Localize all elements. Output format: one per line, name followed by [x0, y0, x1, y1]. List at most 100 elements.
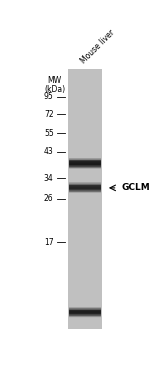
Bar	[69, 185, 101, 186]
Bar	[69, 186, 101, 187]
Bar	[68, 69, 102, 329]
Bar	[69, 168, 101, 169]
Bar	[69, 187, 101, 188]
Text: 55: 55	[44, 128, 54, 138]
Bar	[69, 160, 101, 161]
Text: MW
(kDa): MW (kDa)	[44, 75, 65, 94]
Bar	[69, 186, 101, 187]
Bar	[69, 159, 101, 160]
Bar	[69, 308, 101, 309]
Bar	[69, 189, 101, 190]
Bar	[69, 184, 101, 185]
Bar	[69, 160, 101, 161]
Bar	[69, 158, 101, 159]
Bar	[69, 158, 101, 159]
Bar	[69, 159, 101, 160]
Bar	[69, 164, 101, 165]
Bar	[69, 167, 101, 168]
Bar	[69, 164, 101, 165]
Bar	[69, 307, 101, 308]
Bar	[69, 307, 101, 308]
Bar	[69, 191, 101, 192]
Bar	[69, 160, 101, 161]
Bar	[69, 314, 101, 315]
Bar	[69, 165, 101, 166]
Bar	[69, 190, 101, 191]
Text: 34: 34	[44, 174, 54, 183]
Bar	[69, 309, 101, 310]
Bar	[69, 164, 101, 165]
Bar	[69, 309, 101, 310]
Text: 17: 17	[44, 238, 54, 247]
Bar	[69, 163, 101, 164]
Text: 72: 72	[44, 110, 54, 119]
Bar	[69, 189, 101, 190]
Bar	[69, 161, 101, 162]
Bar	[69, 183, 101, 184]
Text: Mouse liver: Mouse liver	[79, 28, 116, 66]
Bar	[69, 161, 101, 162]
Bar	[69, 311, 101, 312]
Bar	[69, 166, 101, 167]
Bar	[69, 162, 101, 163]
Bar	[69, 313, 101, 314]
Bar	[69, 192, 101, 193]
Bar	[69, 314, 101, 315]
Bar	[69, 316, 101, 317]
Bar	[69, 168, 101, 169]
Bar	[69, 312, 101, 313]
Bar	[69, 312, 101, 313]
Bar	[69, 185, 101, 186]
Bar	[69, 315, 101, 316]
Bar	[69, 159, 101, 160]
Bar	[69, 182, 101, 183]
Bar	[69, 308, 101, 309]
Bar	[69, 187, 101, 188]
Bar	[69, 183, 101, 184]
Bar	[69, 315, 101, 316]
Bar	[69, 184, 101, 185]
Bar	[69, 165, 101, 166]
Bar	[69, 166, 101, 167]
Bar	[69, 313, 101, 314]
Text: 26: 26	[44, 194, 54, 203]
Bar	[69, 310, 101, 311]
Bar	[69, 182, 101, 183]
Bar	[69, 188, 101, 189]
Bar	[69, 311, 101, 312]
Bar	[69, 310, 101, 311]
Text: 43: 43	[44, 147, 54, 157]
Bar	[69, 313, 101, 314]
Bar	[69, 307, 101, 308]
Bar	[69, 186, 101, 187]
Bar	[69, 191, 101, 192]
Bar	[69, 162, 101, 163]
Bar	[69, 312, 101, 313]
Bar	[69, 161, 101, 162]
Bar	[69, 316, 101, 317]
Bar	[69, 162, 101, 163]
Bar	[69, 317, 101, 318]
Bar	[69, 310, 101, 311]
Bar	[69, 188, 101, 189]
Bar	[69, 192, 101, 193]
Bar	[69, 167, 101, 168]
Bar	[69, 182, 101, 183]
Bar	[69, 165, 101, 166]
Bar	[69, 309, 101, 310]
Bar	[69, 166, 101, 167]
Bar	[69, 315, 101, 316]
Bar	[69, 311, 101, 312]
Text: GCLM: GCLM	[121, 183, 150, 193]
Bar	[69, 158, 101, 159]
Bar	[69, 187, 101, 188]
Bar	[69, 183, 101, 184]
Bar	[69, 185, 101, 186]
Bar	[69, 163, 101, 164]
Bar	[69, 190, 101, 191]
Bar	[69, 314, 101, 315]
Bar	[69, 316, 101, 317]
Bar	[69, 163, 101, 164]
Bar	[69, 317, 101, 318]
Bar	[69, 184, 101, 185]
